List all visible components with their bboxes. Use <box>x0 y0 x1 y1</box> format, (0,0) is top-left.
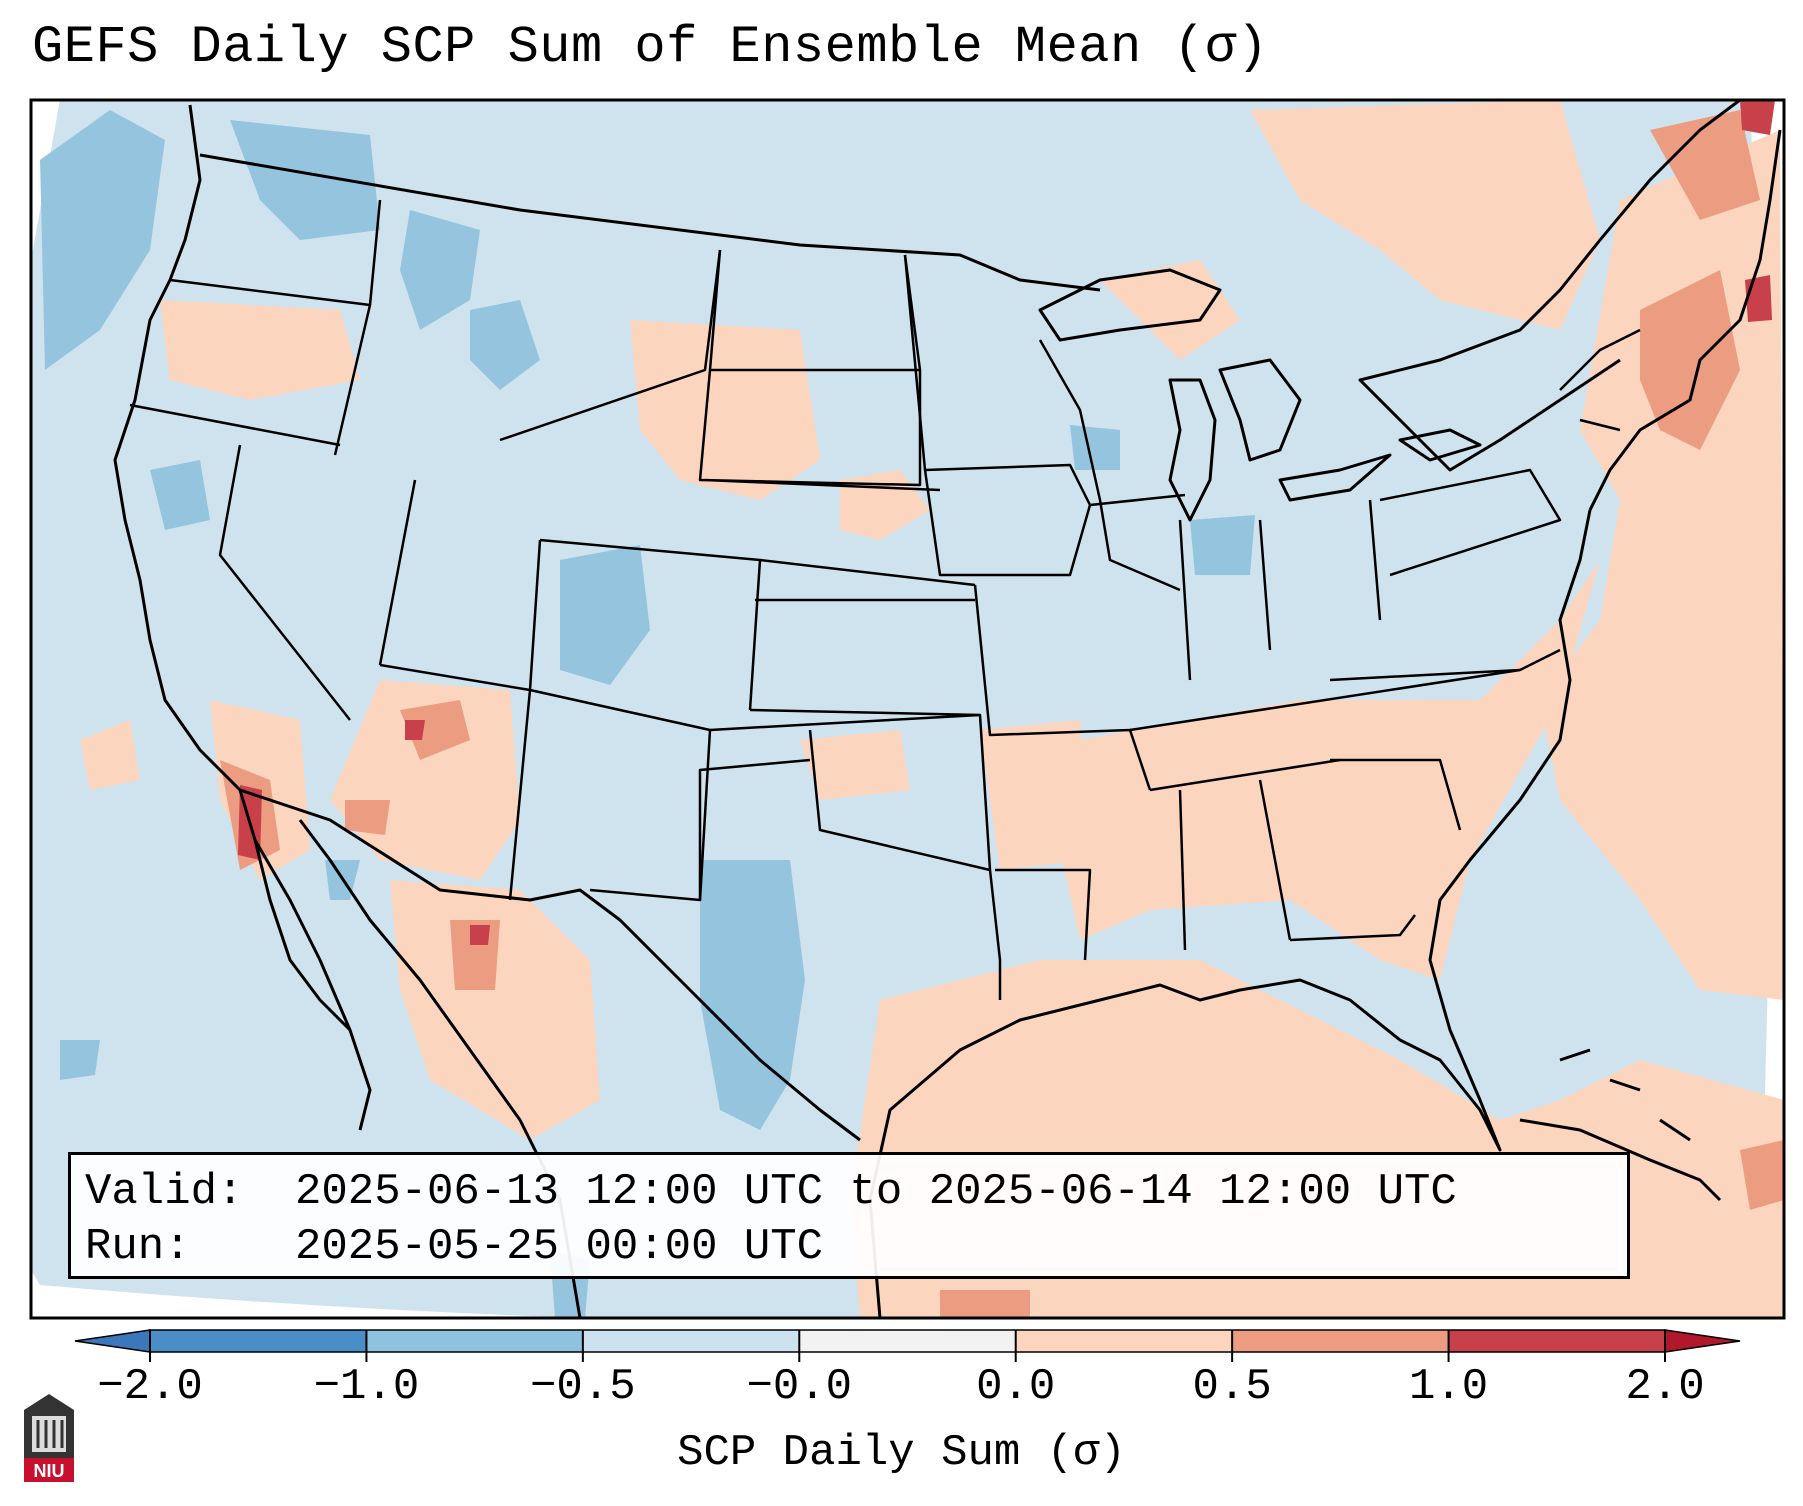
in-oh-border <box>1178 499 1382 681</box>
colorbar-segment <box>1015 1330 1233 1352</box>
southeast-patch <box>1060 560 1600 980</box>
valid-value: 2025-06-13 12:00 UTC to 2025-06-14 12:00… <box>295 1167 1457 1217</box>
missouri-arkansas-patch <box>980 720 1090 870</box>
valid-run-info-box: Valid: 2025-06-13 12:00 UTC to 2025-06-14… <box>68 1152 1630 1279</box>
ar-la-border <box>995 868 1092 961</box>
bahamas-line <box>1559 1048 1691 1142</box>
run-value: 2025-05-25 00:00 UTC <box>295 1222 824 1272</box>
baja-peninsula-line <box>253 839 352 1032</box>
lake-huron-line <box>1218 358 1302 462</box>
cuba-line <box>1519 1118 1722 1202</box>
washington-patch <box>230 120 380 240</box>
ne-ks-border <box>755 558 976 602</box>
sonora-patch <box>390 880 600 1140</box>
canada-east-coast-line <box>1358 100 1741 472</box>
atlantic-moderate <box>1740 1140 1784 1210</box>
colorbar-tick-label: 0.5 <box>1192 1362 1272 1412</box>
gulf-of-maine-strong <box>1745 275 1772 322</box>
arizona-moderate <box>400 700 470 760</box>
colorbar-segment <box>1232 1330 1450 1352</box>
new-england-moderate <box>1640 270 1740 450</box>
montana-patch <box>470 300 540 390</box>
oregon-patch <box>150 460 210 530</box>
arizona-strong <box>405 720 425 740</box>
colorbar-tick-label: 1.0 <box>1408 1362 1489 1412</box>
colorbar-extend-high <box>1664 1329 1741 1353</box>
colorbar <box>74 1329 1741 1362</box>
wa-or-border <box>169 278 371 307</box>
wisconsin-patch <box>1070 425 1120 470</box>
map-frame <box>29 98 1786 1320</box>
or-ca-nv-border <box>129 403 341 447</box>
niu-logo-icon: NIU <box>24 1394 74 1482</box>
colorbar-segment <box>366 1330 584 1352</box>
wi-il-border <box>1038 339 1181 592</box>
sonora-strong <box>470 925 490 945</box>
page-title: GEFS Daily SCP Sum of Ensemble Mean (σ) <box>32 18 1269 77</box>
colorbar-tick-label: −0.0 <box>746 1362 853 1412</box>
east-coast-line <box>1588 129 1782 511</box>
ga-fl-border <box>1289 914 1416 942</box>
colorbar-extend-low <box>74 1329 151 1353</box>
colorbar-segment <box>150 1330 367 1352</box>
moderate-positive-regions <box>220 110 1784 1318</box>
idaho-patch <box>400 210 480 330</box>
new-england-borders <box>1559 328 1641 432</box>
gulf-south-moderate <box>940 1290 1030 1318</box>
mo-ar-border <box>973 584 1152 791</box>
logo-text: NIU <box>34 1461 65 1481</box>
tn-ky-border <box>1129 668 1521 792</box>
lake-ontario-line <box>1398 428 1482 462</box>
va-nc-border <box>1329 648 1561 682</box>
id-border <box>333 199 382 456</box>
colorbar-segment <box>799 1330 1017 1352</box>
colorbar-tick-label: 0.0 <box>976 1362 1056 1412</box>
run-label: Run: <box>85 1222 191 1272</box>
oregon-salmon-patch <box>160 300 360 400</box>
colorbar-label: SCP Daily Sum (σ) <box>677 1428 1126 1478</box>
pacific-nw-offshore-patch <box>40 110 165 370</box>
mn-ia-border <box>903 254 1186 507</box>
wyoming-nebraska-patch <box>630 320 820 500</box>
colorbar-segment <box>582 1330 800 1352</box>
maine-strong <box>1740 100 1775 135</box>
colorbar-tick-label: −1.0 <box>313 1362 420 1412</box>
pacific-salmon-patch <box>80 720 140 790</box>
state-borders <box>129 199 1641 1000</box>
lake-erie-line <box>1278 453 1392 502</box>
arizona-south-moderate <box>345 800 390 835</box>
ms-al-border <box>1178 779 1292 951</box>
tx-border <box>589 758 1002 1000</box>
lake-michigan-line <box>1168 378 1217 522</box>
colorado-patch <box>560 545 650 685</box>
gulf-coast-line <box>868 509 1592 1318</box>
colorbar-tick-label: −0.5 <box>530 1362 636 1412</box>
colorbar-tick-label: −2.0 <box>97 1362 203 1412</box>
new-england-canada-patch <box>1250 100 1600 330</box>
four-corners-row <box>709 713 981 732</box>
us-mexico-border-line <box>239 788 861 1142</box>
pa-ny-border <box>1379 468 1562 577</box>
ca-nv-diagonal <box>218 444 351 721</box>
valid-label: Valid: <box>85 1167 244 1217</box>
offshore-south-patch <box>60 1040 100 1080</box>
sc-nc-border <box>1330 758 1462 831</box>
quebec-moderate <box>1650 110 1760 220</box>
lake-superior-line <box>1038 268 1222 342</box>
us-canada-border-line <box>199 153 1101 292</box>
ia-mo-border <box>923 469 1092 577</box>
texas-patch <box>700 860 805 1130</box>
indiana-patch <box>1190 515 1255 575</box>
mt-wy-border <box>499 249 722 442</box>
oklahoma-patch <box>800 730 910 800</box>
colorbar-segment <box>1448 1330 1666 1352</box>
map-area <box>31 100 1784 1318</box>
nv-ut-border <box>378 479 417 666</box>
colorbar-tick-label: 2.0 <box>1625 1362 1705 1412</box>
coastlines <box>113 100 1782 1318</box>
